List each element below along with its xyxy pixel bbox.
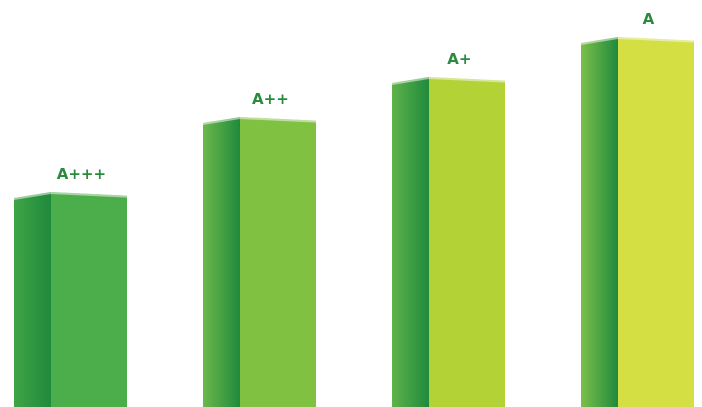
bar-top-edge [392, 77, 505, 85]
bar-front-face [240, 117, 316, 407]
bars-group [14, 37, 694, 407]
bar-label-1: A+++ [57, 165, 106, 183]
bar-1 [14, 192, 127, 407]
bar-label-4: A [643, 10, 655, 28]
bar-front-face [429, 77, 505, 407]
bar-side-face [392, 77, 429, 407]
bar-top-edge [581, 37, 694, 45]
bar-label-3: A+ [447, 50, 471, 68]
bar-top-edge [203, 117, 316, 125]
bar-front-face [618, 37, 694, 407]
bar-side-face [14, 192, 51, 407]
bar-side-face [203, 117, 240, 407]
bar-side-face [581, 37, 618, 407]
bar-label-2: A++ [252, 90, 289, 108]
bar-2 [203, 117, 316, 407]
bar-top-edge [14, 192, 127, 200]
bar-3 [392, 77, 505, 407]
bar-4 [581, 37, 694, 407]
bar-front-face [51, 192, 127, 407]
labels-group: A+++ A++ A+ A [57, 10, 655, 183]
